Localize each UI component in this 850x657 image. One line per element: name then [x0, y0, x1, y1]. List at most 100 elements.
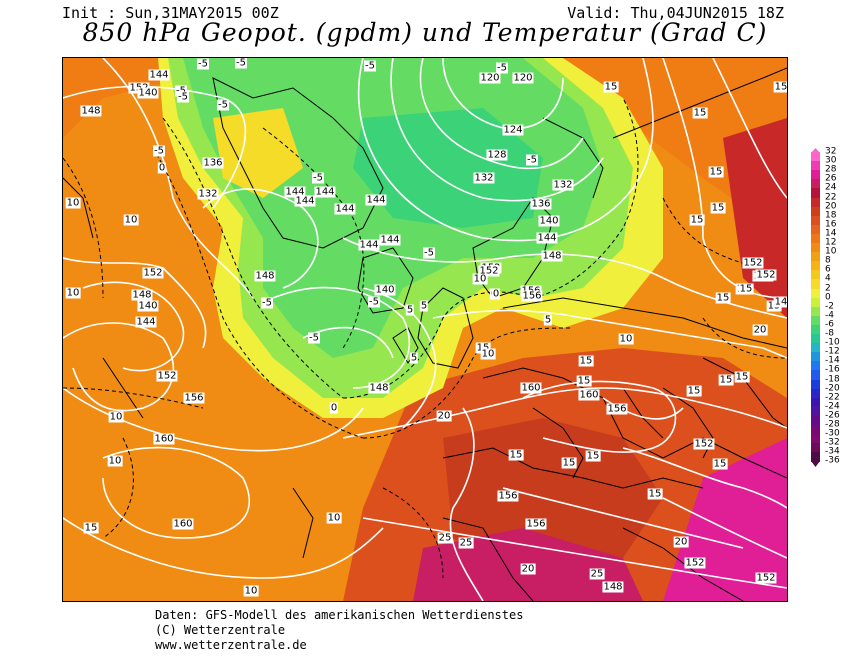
- colorbar-tick-label: 20: [825, 201, 837, 212]
- colorbar-swatch: [811, 179, 820, 189]
- contour-label: 148: [254, 270, 276, 282]
- colorbar-tick-label: -14: [825, 355, 840, 366]
- colorbar-tick-label: 26: [825, 173, 837, 184]
- colorbar-tick-label: -24: [825, 401, 840, 412]
- colorbar-swatch: [811, 161, 820, 171]
- colorbar-swatch: [811, 215, 820, 226]
- contour-label: 144: [135, 316, 157, 328]
- contour-label: 10: [107, 455, 123, 467]
- contour-label: 136: [530, 198, 552, 210]
- colorbar-tick-label: -30: [825, 428, 840, 439]
- contour-label: 152: [693, 438, 715, 450]
- colorbar-tick-label: -20: [825, 383, 840, 394]
- contour-label: 15: [708, 166, 724, 178]
- colorbar-swatch: [811, 197, 820, 208]
- contour-label: 156: [521, 290, 543, 302]
- coastlines: [63, 67, 787, 601]
- contour-label: 15: [603, 81, 619, 93]
- colorbar-tick-label: -4: [825, 310, 834, 321]
- weather-map[interactable]: 152144148140136132-50-5-5144144144144144…: [62, 57, 788, 602]
- contour-label: -5: [197, 58, 209, 70]
- contour-label: 14: [773, 296, 788, 308]
- contour-label: 132: [197, 188, 219, 200]
- colorbar-swatch: [811, 434, 820, 444]
- contour-label: 156: [183, 392, 205, 404]
- colorbar-swatch: [811, 224, 820, 235]
- contour-label: -5: [368, 296, 380, 308]
- contour-label: 148: [80, 105, 102, 117]
- contour-label: -5: [153, 145, 165, 157]
- colorbar-swatch: [811, 306, 820, 317]
- contour-label: 15: [576, 375, 592, 387]
- contour-label: 15: [686, 385, 702, 397]
- contour-label: 5: [543, 314, 553, 326]
- contour-label: 15: [734, 371, 750, 383]
- colorbar-swatch: [811, 406, 820, 417]
- contour-label: 15: [738, 283, 754, 295]
- contour-label: 15: [561, 457, 577, 469]
- colorbar-swatch: [811, 279, 820, 289]
- contour-label: 140: [538, 215, 560, 227]
- contour-label: 132: [552, 179, 574, 191]
- isotherms: [63, 97, 787, 579]
- colorbar-swatch: [811, 297, 820, 308]
- valid-time: Valid: Thu,04JUN2015 18Z: [567, 4, 784, 22]
- contour-label: 144: [314, 186, 336, 198]
- contour-label: 15: [578, 355, 594, 367]
- contour-label: 10: [326, 512, 342, 524]
- contour-label: 140: [374, 284, 396, 296]
- colorbar-swatch: [811, 270, 820, 280]
- contour-label: 25: [458, 537, 474, 549]
- colorbar-swatch: [811, 206, 820, 217]
- footer-url[interactable]: www.wetterzentrale.de: [155, 638, 307, 652]
- colorbar-tick-label: -16: [825, 364, 840, 375]
- contour-label: 152: [478, 265, 500, 277]
- colorbar-swatch: [811, 352, 820, 362]
- colorbar-swatch: [811, 379, 820, 390]
- colorbar-swatch: [811, 361, 820, 371]
- contour-label: 156: [497, 490, 519, 502]
- contour-label: 156: [525, 518, 547, 530]
- contour-label: 152: [156, 370, 178, 382]
- map-title: 850 hPa Geopot. (gpdm) und Temperatur (G…: [82, 18, 768, 47]
- contour-label: -5: [364, 60, 376, 72]
- colorbar-tick-label: -34: [825, 446, 840, 457]
- colorbar-swatch: [811, 288, 820, 299]
- colorbar-tick-label: -8: [825, 328, 834, 339]
- colorbar-swatch: [811, 388, 820, 399]
- footer-copyright: (C) Wetterzentrale: [155, 623, 286, 637]
- contour-label: 15: [692, 107, 708, 119]
- contour-label: 10: [65, 197, 81, 209]
- contour-label: 160: [153, 433, 175, 445]
- colorbar-swatch: [811, 425, 820, 435]
- contour-label: 144: [536, 232, 558, 244]
- colorbar-tick-label: -18: [825, 374, 840, 384]
- colorbar-swatch: [811, 170, 820, 180]
- contour-label: 5: [419, 300, 429, 312]
- contour-label: -5: [423, 247, 435, 259]
- contour-label: 0: [491, 288, 501, 300]
- colorbar-arrow-bottom: [811, 461, 820, 468]
- contour-label: 160: [172, 518, 194, 530]
- colorbar-tick-label: 8: [825, 255, 831, 266]
- colorbar-swatch: [811, 324, 820, 335]
- contour-label: -5: [312, 172, 324, 184]
- colorbar-tick-label: 10: [825, 246, 837, 257]
- contour-label: 132: [473, 172, 495, 184]
- contour-label: 0: [157, 162, 167, 174]
- contour-label: 20: [436, 410, 452, 422]
- colorbar-swatch: [811, 233, 820, 244]
- contour-label: 148: [368, 382, 390, 394]
- colorbar-swatch: [811, 370, 820, 380]
- contour-label: 15: [715, 292, 731, 304]
- contour-label: 15: [83, 522, 99, 534]
- contour-label: 148: [602, 581, 624, 593]
- contour-label: 140: [137, 87, 159, 99]
- colorbar-tick-label: -22: [825, 392, 840, 403]
- contour-label: 15: [718, 374, 734, 386]
- colorbar-tick-label: 32: [825, 146, 837, 157]
- contour-label: 148: [541, 250, 563, 262]
- init-time: Init : Sun,31MAY2015 00Z: [62, 4, 279, 22]
- contour-label: 140: [137, 300, 159, 312]
- contour-label: 128: [486, 149, 508, 161]
